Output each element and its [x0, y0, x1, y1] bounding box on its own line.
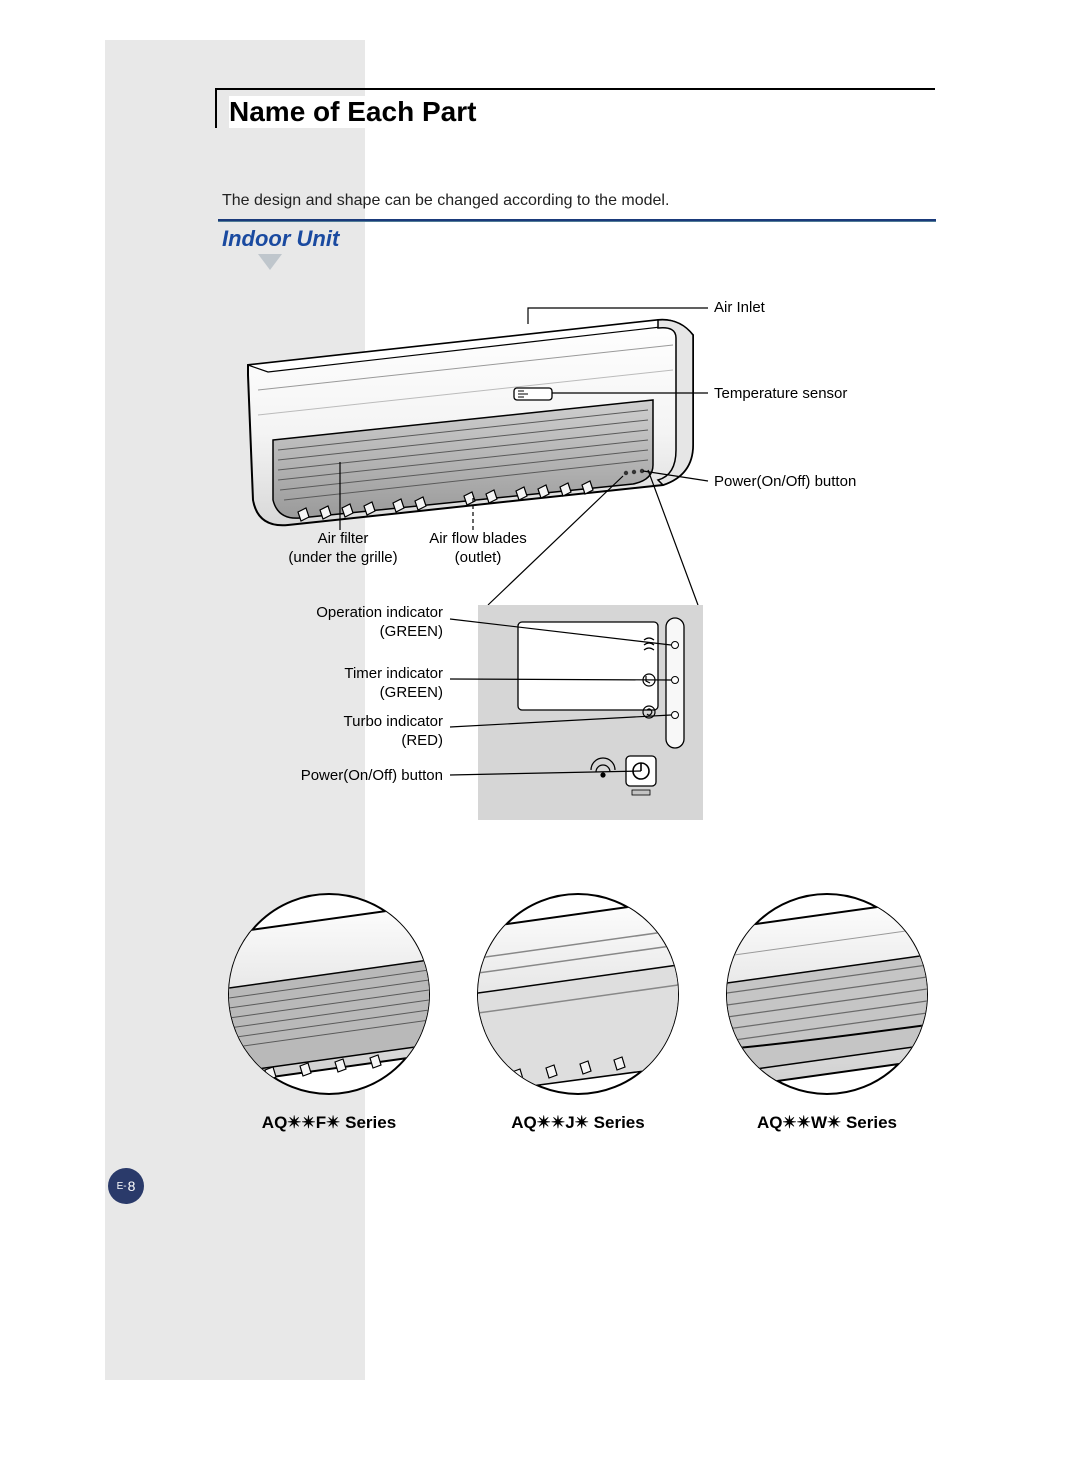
label-air-flow-line2: (outlet)	[455, 549, 502, 566]
label-air-filter-line1: Air filter	[318, 530, 369, 547]
section-rule	[218, 219, 936, 222]
label-timer-ind-line2: (GREEN)	[380, 684, 443, 701]
label-air-flow-blades: Air flow blades (outlet)	[418, 530, 538, 568]
series-j-illustration	[474, 890, 682, 1098]
label-air-filter: Air filter (under the grille)	[288, 530, 398, 568]
label-operation-indicator: Operation indicator (GREEN)	[278, 604, 443, 642]
label-op-ind-line1: Operation indicator	[316, 604, 443, 621]
series-j: AQ✴✴J✴ Series	[467, 890, 689, 1133]
section-title: Indoor Unit	[222, 226, 339, 252]
label-turbo-ind-line1: Turbo indicator	[344, 713, 444, 730]
design-note: The design and shape can be changed acco…	[222, 192, 669, 210]
label-air-inlet: Air Inlet	[714, 299, 765, 318]
label-timer-ind-line1: Timer indicator	[344, 665, 443, 682]
label-op-ind-line2: (GREEN)	[380, 623, 443, 640]
label-temp-sensor: Temperature sensor	[714, 385, 847, 404]
chevron-down-icon	[258, 254, 282, 270]
temp-sensor-icon	[514, 388, 552, 400]
series-f: AQ✴✴F✴ Series	[218, 890, 440, 1133]
page-title: Name of Each Part	[229, 96, 488, 128]
title-rule: Name of Each Part	[215, 88, 935, 128]
series-j-caption: AQ✴✴J✴ Series	[467, 1113, 689, 1133]
page-number-badge: E-8	[108, 1168, 144, 1204]
label-power-button-2: Power(On/Off) button	[278, 767, 443, 786]
label-air-flow-line1: Air flow blades	[429, 530, 527, 547]
series-w-caption: AQ✴✴W✴ Series	[716, 1113, 938, 1133]
series-w: AQ✴✴W✴ Series	[716, 890, 938, 1133]
page-number-prefix: E-	[117, 1181, 127, 1192]
series-f-illustration	[225, 890, 433, 1098]
label-turbo-ind-line2: (RED)	[401, 732, 443, 749]
series-f-caption: AQ✴✴F✴ Series	[218, 1113, 440, 1133]
series-w-illustration	[723, 890, 931, 1098]
label-air-filter-line2: (under the grille)	[288, 549, 397, 566]
series-thumbnails: AQ✴✴F✴ Series	[218, 890, 938, 1133]
label-timer-indicator: Timer indicator (GREEN)	[278, 665, 443, 703]
page-number-value: 8	[128, 1178, 136, 1194]
label-turbo-indicator: Turbo indicator (RED)	[278, 713, 443, 751]
indoor-unit-diagram: Air Inlet Temperature sensor Power(On/Of…	[218, 280, 938, 840]
label-power-button: Power(On/Off) button	[714, 473, 856, 492]
page: Name of Each Part The design and shape c…	[0, 0, 1080, 1466]
